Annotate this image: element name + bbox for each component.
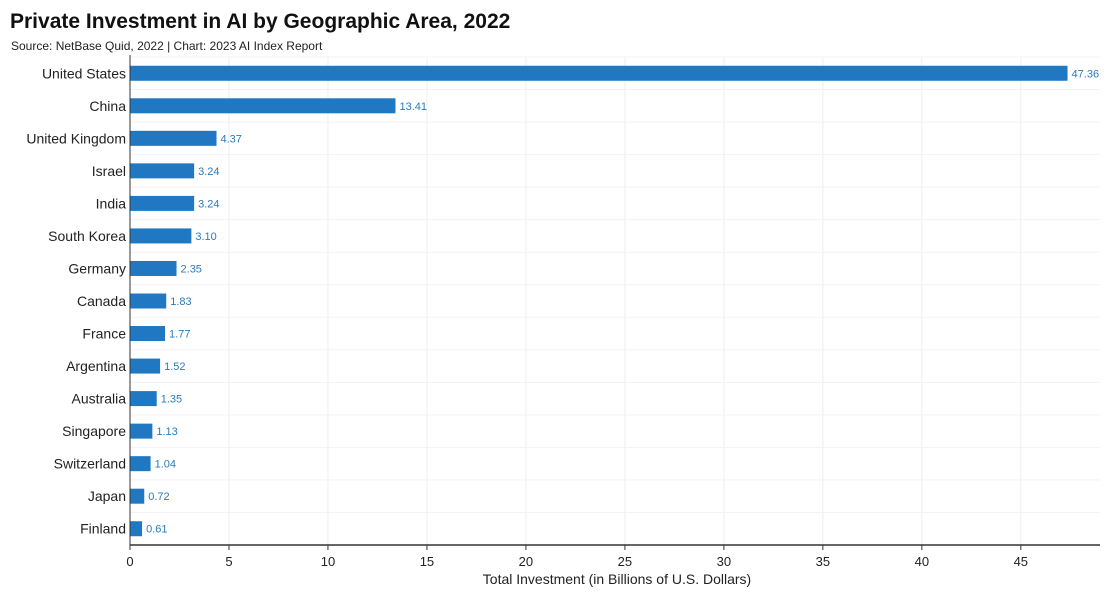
- x-tick-label: 25: [618, 554, 632, 569]
- data-label: 2.35: [181, 263, 202, 275]
- category-label: United States: [42, 65, 126, 81]
- bar: [130, 488, 145, 504]
- bar: [130, 260, 177, 276]
- x-tick-label: 5: [225, 554, 232, 569]
- category-label: Japan: [88, 488, 126, 504]
- bar: [130, 293, 167, 309]
- bar: [130, 391, 157, 407]
- bars: [130, 65, 1068, 537]
- data-label: 1.13: [156, 426, 177, 438]
- bar: [130, 521, 143, 537]
- x-tick-label: 20: [519, 554, 533, 569]
- data-label: 1.35: [161, 394, 182, 406]
- data-label: 4.37: [221, 133, 242, 145]
- grid-lines: [129, 56, 1100, 546]
- data-label: 0.72: [148, 491, 169, 503]
- x-tick-label: 35: [816, 554, 830, 569]
- category-label: France: [82, 326, 126, 342]
- bar: [130, 98, 396, 114]
- data-label: 1.77: [169, 329, 190, 341]
- category-label: Argentina: [66, 358, 126, 374]
- bar: [130, 130, 217, 146]
- category-label: Germany: [68, 260, 126, 276]
- data-label: 3.24: [198, 198, 219, 210]
- x-tick-label: 15: [420, 554, 434, 569]
- category-label: Singapore: [62, 423, 126, 439]
- bar: [130, 358, 161, 374]
- x-tick-label: 10: [321, 554, 335, 569]
- x-tick-label: 30: [717, 554, 731, 569]
- data-label: 0.61: [146, 524, 167, 536]
- bar: [130, 195, 195, 211]
- data-label: 47.36: [1072, 68, 1100, 80]
- bar: [130, 456, 151, 472]
- x-tick-label: 45: [1014, 554, 1028, 569]
- category-label: United Kingdom: [26, 130, 126, 146]
- data-label: 1.83: [170, 296, 191, 308]
- bar: [130, 423, 153, 439]
- data-label: 13.41: [399, 101, 427, 113]
- x-tick-label: 0: [126, 554, 133, 569]
- chart-title: Private Investment in AI by Geographic A…: [10, 10, 511, 33]
- bar: [130, 163, 195, 179]
- x-tick-labels: 0 5 10 15 20 25 30 35 40 45: [126, 554, 1028, 569]
- category-label: Canada: [77, 293, 126, 309]
- axes: [129, 55, 1100, 550]
- x-axis-title: Total Investment (in Billions of U.S. Do…: [483, 571, 751, 587]
- chart-subtitle: Source: NetBase Quid, 2022 | Chart: 2023…: [11, 39, 323, 53]
- category-label: China: [89, 98, 126, 114]
- data-label: 3.10: [195, 231, 216, 243]
- bar: [130, 326, 166, 342]
- bar: [130, 65, 1068, 81]
- category-label: Finland: [80, 521, 126, 537]
- bar: [130, 228, 192, 244]
- value-labels: 47.36 13.41 4.37 3.24 3.24 3.10 2.35 1.83 1.77 1.…: [146, 68, 1099, 535]
- category-label: Australia: [72, 391, 127, 407]
- data-label: 3.24: [198, 166, 219, 178]
- category-label: Switzerland: [54, 456, 126, 472]
- x-tick-label: 40: [915, 554, 929, 569]
- category-label: Israel: [92, 163, 126, 179]
- data-label: 1.04: [155, 459, 176, 471]
- data-label: 1.52: [164, 361, 185, 373]
- category-label: India: [96, 195, 127, 211]
- category-labels: United States China United Kingdom Israel In…: [26, 65, 126, 536]
- category-label: South Korea: [48, 228, 126, 244]
